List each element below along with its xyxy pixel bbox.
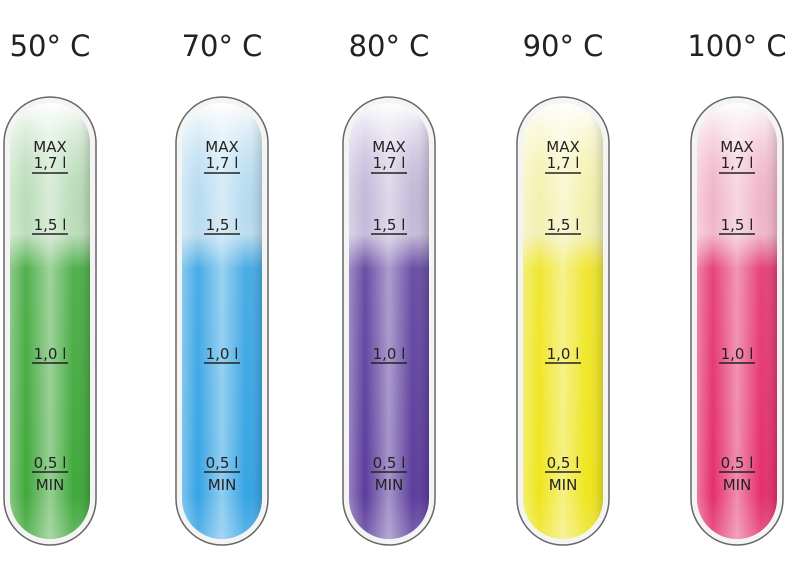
scale-label: MIN — [36, 476, 65, 494]
scale-label: 0,5 l — [206, 454, 239, 472]
temperature-label: 70° C — [182, 29, 263, 63]
scale-label: 1,5 l — [206, 216, 239, 234]
tube-shine — [697, 103, 777, 539]
tube-shine — [349, 103, 429, 539]
scale-label: 0,5 l — [721, 454, 754, 472]
scale-label: 1,0 l — [373, 345, 406, 363]
scale-label: 1,0 l — [547, 345, 580, 363]
scale-label: 1,0 l — [34, 345, 67, 363]
tube-shine — [182, 103, 262, 539]
scale-label: 1,0 l — [206, 345, 239, 363]
scale-label: 0,5 l — [547, 454, 580, 472]
scale-label: 1,7 l — [34, 154, 67, 172]
temperature-label: 50° C — [10, 29, 91, 63]
temperature-label: 90° C — [523, 29, 604, 63]
scale-label: MIN — [375, 476, 404, 494]
scale-label: MIN — [723, 476, 752, 494]
scale-label: 1,5 l — [373, 216, 406, 234]
scale-label: 1,7 l — [547, 154, 580, 172]
temperature-label: 100° C — [687, 29, 786, 63]
scale-label: 0,5 l — [34, 454, 67, 472]
scale-label: 1,5 l — [721, 216, 754, 234]
scale-label: 1,7 l — [721, 154, 754, 172]
scale-label: 1,0 l — [721, 345, 754, 363]
tube-shine — [523, 103, 603, 539]
scale-label: MAX — [372, 138, 405, 156]
scale-label: MAX — [546, 138, 579, 156]
scale-label: 1,7 l — [373, 154, 406, 172]
scale-label: MAX — [33, 138, 66, 156]
scale-label: MAX — [205, 138, 238, 156]
temperature-label: 80° C — [349, 29, 430, 63]
scale-label: MAX — [720, 138, 753, 156]
scale-label: 1,5 l — [34, 216, 67, 234]
scale-label: 1,7 l — [206, 154, 239, 172]
scale-label: MIN — [549, 476, 578, 494]
scale-label: 0,5 l — [373, 454, 406, 472]
tube-shine — [10, 103, 90, 539]
scale-label: 1,5 l — [547, 216, 580, 234]
scale-label: MIN — [208, 476, 237, 494]
